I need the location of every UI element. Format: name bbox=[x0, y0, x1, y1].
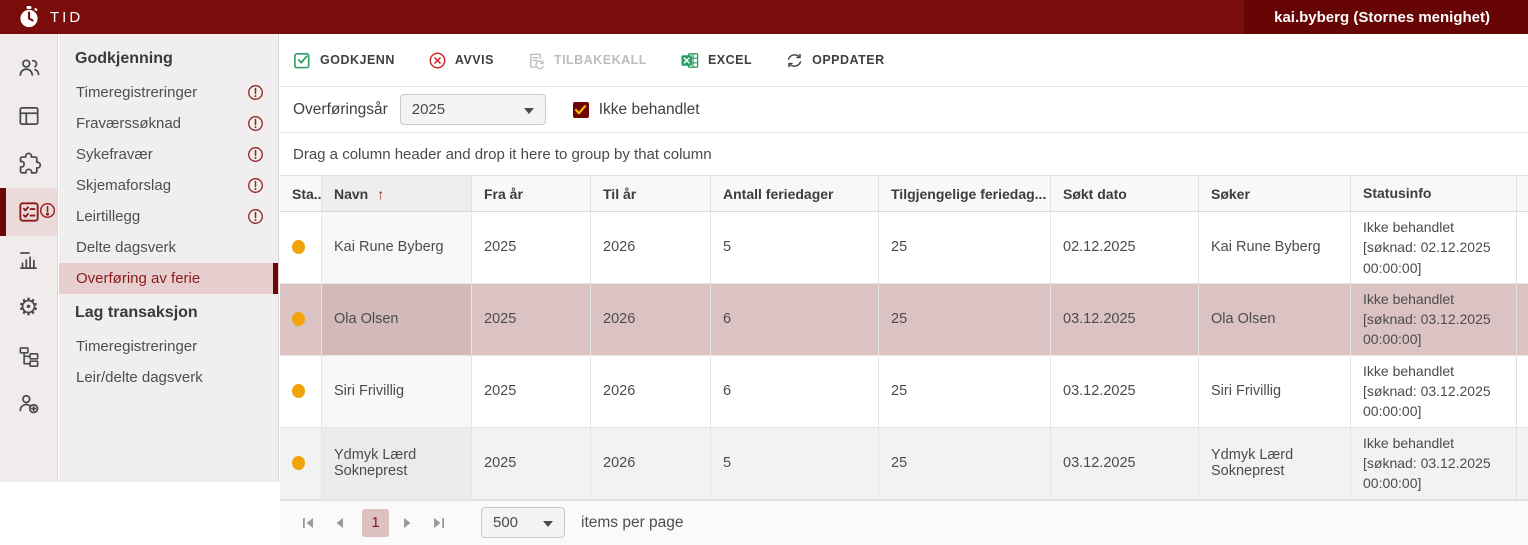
page-number-button[interactable]: 1 bbox=[362, 509, 389, 537]
sidebar-item-delte-dagsverk[interactable]: Delte dagsverk bbox=[59, 232, 278, 263]
app-title: TID bbox=[50, 9, 83, 26]
column-header-navn[interactable]: Navn ↑ bbox=[322, 176, 472, 211]
page-size-dropdown[interactable]: 500 bbox=[481, 507, 565, 538]
rail-item-modules[interactable] bbox=[0, 140, 57, 188]
alert-icon bbox=[247, 146, 264, 163]
table-row-selected[interactable]: Ola Olsen 2025 2026 6 25 03.12.2025 Ola … bbox=[280, 284, 1528, 356]
sidebar-section-lag-transaksjon: Lag transaksjon bbox=[59, 294, 278, 331]
recall-icon bbox=[527, 51, 546, 70]
page-size-value: 500 bbox=[493, 514, 518, 531]
sidebar-item-leir-delte-dagsverk[interactable]: Leir/delte dagsverk bbox=[59, 362, 278, 393]
app-logo bbox=[17, 5, 41, 29]
alert-icon bbox=[247, 115, 264, 132]
next-page-button[interactable] bbox=[394, 510, 420, 536]
sidebar: Godkjenning Timeregistreringer Fraværssø… bbox=[59, 34, 279, 482]
unprocessed-checkbox-wrap[interactable]: Ikke behandlet bbox=[573, 101, 700, 119]
user-name: kai.byberg (Stornes menighet) bbox=[1274, 9, 1490, 26]
unprocessed-label: Ikke behandlet bbox=[599, 101, 700, 119]
pager: 1 500 items per page bbox=[280, 500, 1528, 545]
stopwatch-icon bbox=[17, 5, 41, 29]
alert-icon bbox=[39, 202, 56, 219]
column-header-status[interactable]: Sta... bbox=[280, 176, 322, 211]
table-row[interactable]: Ydmyk Lærd Sokneprest 2025 2026 5 25 03.… bbox=[280, 428, 1528, 500]
checklist-icon bbox=[16, 199, 42, 225]
toolbar: GODKJENN AVVIS TILBAKEKALL bbox=[280, 34, 1528, 87]
sidebar-item-fravaerssoknad[interactable]: Fraværssøknad bbox=[59, 108, 278, 139]
excel-icon bbox=[680, 51, 700, 70]
rail-item-reports[interactable] bbox=[0, 236, 57, 284]
recall-button[interactable]: TILBAKEKALL bbox=[527, 51, 647, 70]
transfer-year-dropdown[interactable]: 2025 bbox=[400, 94, 546, 125]
sidebar-item-skjemaforslag[interactable]: Skjemaforslag bbox=[59, 170, 278, 201]
approve-button[interactable]: GODKJENN bbox=[293, 51, 395, 70]
rail-item-add-user[interactable] bbox=[0, 380, 57, 428]
sort-asc-icon: ↑ bbox=[377, 186, 384, 202]
layout-icon bbox=[16, 103, 42, 129]
status-pending-icon bbox=[292, 240, 305, 254]
sidebar-section-godkjenning: Godkjenning bbox=[59, 40, 278, 77]
rail-item-organization[interactable] bbox=[0, 332, 57, 380]
column-header-soker[interactable]: Søker bbox=[1199, 176, 1351, 211]
alert-icon bbox=[247, 208, 264, 225]
grid-header: Sta... Navn ↑ Fra år Til år Antall ferie… bbox=[280, 176, 1528, 212]
last-page-icon bbox=[432, 517, 445, 529]
approve-check-icon bbox=[293, 51, 312, 70]
column-header-tilgjengelige[interactable]: Tilgjengelige feriedag... bbox=[879, 176, 1051, 211]
prev-page-icon bbox=[335, 517, 344, 529]
alert-icon bbox=[247, 84, 264, 101]
main-content: GODKJENN AVVIS TILBAKEKALL bbox=[280, 34, 1528, 482]
add-user-icon bbox=[16, 391, 42, 417]
gear-icon: ⚙ bbox=[18, 296, 40, 320]
filter-bar: Overføringsår 2025 Ikke behandlet bbox=[280, 87, 1528, 133]
sidebar-item-sykefravaer[interactable]: Sykefravær bbox=[59, 139, 278, 170]
group-by-drop-area[interactable]: Drag a column header and drop it here to… bbox=[280, 133, 1528, 176]
sidebar-item-overforing-av-ferie[interactable]: Overføring av ferie bbox=[59, 263, 278, 294]
last-page-button[interactable] bbox=[425, 510, 451, 536]
grid-header-spacer bbox=[1516, 176, 1528, 211]
puzzle-icon bbox=[16, 151, 42, 177]
transfer-year-label: Overføringsår bbox=[293, 101, 388, 119]
check-icon bbox=[574, 104, 587, 116]
rail-item-users[interactable] bbox=[0, 44, 57, 92]
column-header-antall-feriedager[interactable]: Antall feriedager bbox=[711, 176, 879, 211]
alert-icon bbox=[247, 177, 264, 194]
topbar: TID kai.byberg (Stornes menighet) bbox=[0, 0, 1528, 34]
status-pending-icon bbox=[292, 384, 305, 398]
reject-button[interactable]: AVVIS bbox=[428, 51, 494, 70]
rail-item-dashboard[interactable] bbox=[0, 92, 57, 140]
flowchart-icon bbox=[16, 343, 42, 369]
unprocessed-checkbox[interactable] bbox=[573, 102, 589, 118]
first-page-button[interactable] bbox=[295, 510, 321, 536]
sidebar-item-timeregistreringer-2[interactable]: Timeregistreringer bbox=[59, 331, 278, 362]
column-header-til-ar[interactable]: Til år bbox=[591, 176, 711, 211]
table-row[interactable]: Kai Rune Byberg 2025 2026 5 25 02.12.202… bbox=[280, 212, 1528, 284]
transfer-year-value: 2025 bbox=[412, 101, 445, 118]
column-header-sokt-dato[interactable]: Søkt dato bbox=[1051, 176, 1199, 211]
bar-chart-icon bbox=[16, 247, 42, 273]
icon-rail: ⚙ bbox=[0, 34, 58, 482]
column-header-fra-ar[interactable]: Fra år bbox=[472, 176, 591, 211]
table-row[interactable]: Siri Frivillig 2025 2026 6 25 03.12.2025… bbox=[280, 356, 1528, 428]
rail-item-settings[interactable]: ⚙ bbox=[0, 284, 57, 332]
status-pending-icon bbox=[292, 312, 305, 326]
chevron-down-icon bbox=[524, 108, 534, 114]
excel-export-button[interactable]: EXCEL bbox=[680, 51, 752, 70]
refresh-button[interactable]: OPPDATER bbox=[785, 51, 885, 70]
sidebar-item-leirtillegg[interactable]: Leirtillegg bbox=[59, 201, 278, 232]
chevron-down-icon bbox=[543, 521, 553, 527]
column-header-statusinfo[interactable]: Statusinfo bbox=[1351, 176, 1516, 211]
status-pending-icon bbox=[292, 456, 305, 470]
prev-page-button[interactable] bbox=[326, 510, 352, 536]
rail-item-approvals[interactable] bbox=[0, 188, 57, 236]
reject-x-icon bbox=[428, 51, 447, 70]
next-page-icon bbox=[403, 517, 412, 529]
items-per-page-label: items per page bbox=[581, 514, 684, 532]
first-page-icon bbox=[302, 517, 315, 529]
sidebar-item-timeregistreringer[interactable]: Timeregistreringer bbox=[59, 77, 278, 108]
refresh-icon bbox=[785, 51, 804, 70]
users-icon bbox=[16, 55, 42, 81]
